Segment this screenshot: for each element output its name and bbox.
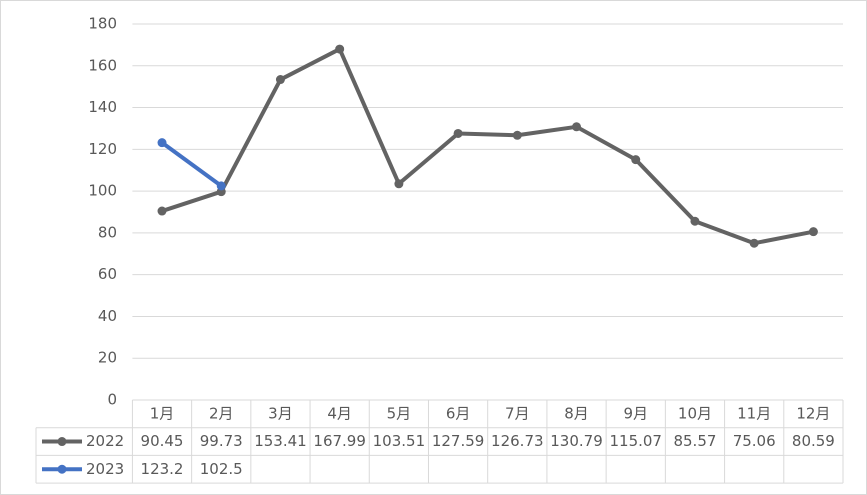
legend-key-marker (57, 437, 67, 447)
table-value: 99.73 (200, 432, 243, 450)
y-tick-label: 160 (88, 56, 117, 74)
x-tick-label: 10月 (678, 404, 712, 422)
y-tick-label: 100 (88, 182, 117, 200)
table-value: 167.99 (313, 432, 366, 450)
x-tick-label: 3月 (268, 404, 293, 422)
data-point (572, 122, 582, 132)
data-point (631, 155, 641, 165)
table-value: 123.2 (141, 460, 184, 478)
y-tick-label: 140 (88, 98, 117, 116)
table-value: 90.45 (141, 432, 184, 450)
data-point (690, 216, 700, 226)
data-point (275, 75, 285, 85)
x-tick-label: 9月 (623, 404, 648, 422)
data-point (453, 128, 463, 138)
x-tick-label: 11月 (737, 404, 771, 422)
y-tick-label: 120 (88, 140, 117, 158)
y-tick-label: 180 (88, 15, 117, 33)
data-point (749, 238, 759, 248)
table-value: 126.73 (491, 432, 544, 450)
series-line (161, 47, 814, 246)
x-tick-label: 4月 (327, 404, 352, 422)
table-value: 115.07 (609, 432, 662, 450)
x-tick-label: 12月 (796, 404, 830, 422)
table-value: 85.57 (673, 432, 716, 450)
y-tick-label: 60 (98, 265, 117, 283)
x-tick-label: 8月 (564, 404, 589, 422)
data-point (512, 130, 522, 140)
y-tick-label: 40 (98, 307, 117, 325)
data-point (394, 179, 404, 189)
series-line (160, 141, 223, 188)
legend-label: 2022 (86, 432, 124, 450)
data-point (216, 181, 226, 191)
table-value: 75.06 (733, 432, 776, 450)
table-value: 130.79 (550, 432, 603, 450)
legend-label: 2023 (86, 460, 124, 478)
x-tick-label: 1月 (150, 404, 175, 422)
x-tick-label: 6月 (446, 404, 471, 422)
y-tick-label: 0 (107, 391, 117, 409)
data-point (335, 44, 345, 54)
y-tick-label: 20 (98, 349, 117, 367)
x-tick-label: 5月 (387, 404, 412, 422)
legend-key-marker (57, 464, 67, 474)
table-value: 80.59 (792, 432, 835, 450)
table-value: 153.41 (254, 432, 307, 450)
table-value: 103.51 (373, 432, 426, 450)
x-tick-label: 2月 (209, 404, 234, 422)
data-point (808, 227, 818, 237)
data-point (157, 138, 167, 148)
data-point (157, 206, 167, 216)
y-tick-label: 80 (98, 223, 117, 241)
table-value: 102.5 (200, 460, 243, 478)
table-value: 127.59 (432, 432, 485, 450)
x-tick-label: 7月 (505, 404, 530, 422)
